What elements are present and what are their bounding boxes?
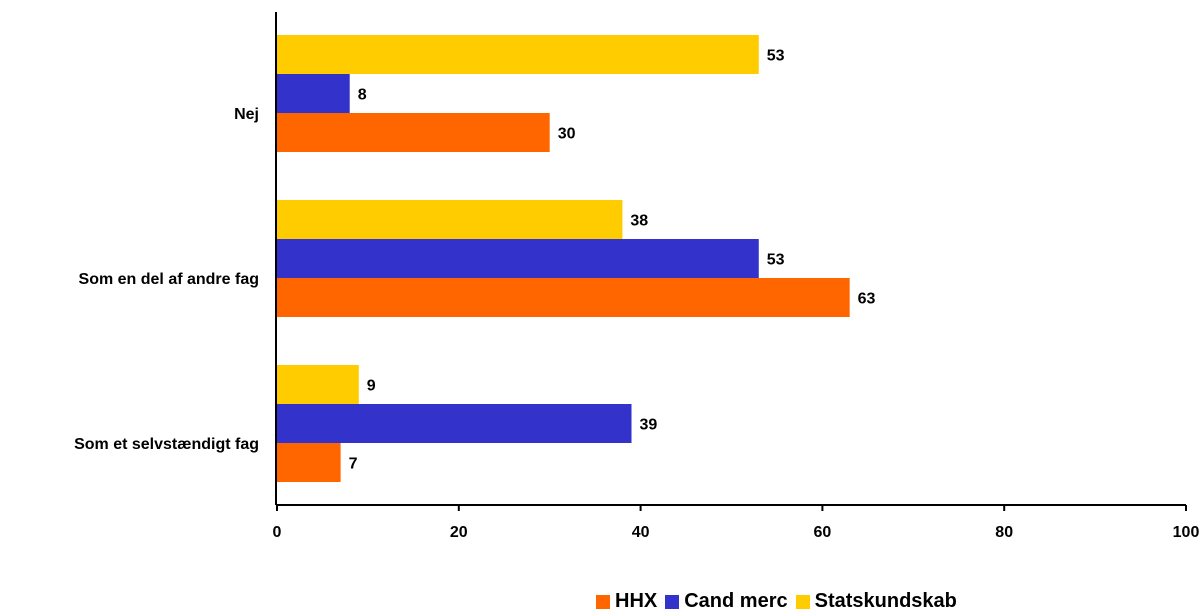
bar-hhx-som-en-del-af-andre-fag bbox=[277, 278, 850, 317]
bar-statskundskab-som-et-selvstændigt-fag bbox=[277, 365, 359, 404]
legend-item-hhx: HHX bbox=[596, 590, 657, 613]
bar-hhx-nej bbox=[277, 113, 550, 152]
value-label-hhx-som-en-del-af-andre-fag: 63 bbox=[858, 291, 876, 308]
x-tick-label-0: 0 bbox=[273, 524, 282, 541]
x-tick-label-100: 100 bbox=[1173, 524, 1200, 541]
category-label-som-et-selvstændigt-fag: Som et selvstændigt fag bbox=[74, 436, 259, 453]
value-labels-group: 53 8 30 38 53 63 9 39 7 bbox=[349, 48, 876, 473]
value-label-statskundskab-som-et-selvstændigt-fag: 9 bbox=[367, 378, 376, 395]
value-label-statskundskab-nej: 53 bbox=[767, 48, 785, 65]
legend-item-cand-merc: Cand merc bbox=[665, 590, 788, 613]
bar-statskundskab-som-en-del-af-andre-fag bbox=[277, 200, 623, 239]
x-tick-labels-group: 0 20 40 60 80 100 bbox=[273, 524, 1200, 541]
x-tick-label-60: 60 bbox=[814, 524, 832, 541]
value-label-cand-merc-som-et-selvstændigt-fag: 39 bbox=[640, 417, 658, 434]
bars-group bbox=[277, 35, 850, 482]
x-tick-label-40: 40 bbox=[632, 524, 650, 541]
bar-cand-merc-som-en-del-af-andre-fag bbox=[277, 239, 759, 278]
category-label-som-en-del-af-andre-fag: Som en del af andre fag bbox=[79, 271, 259, 288]
bar-cand-merc-som-et-selvstændigt-fag bbox=[277, 404, 632, 443]
value-label-cand-merc-nej: 8 bbox=[358, 87, 367, 104]
bar-hhx-som-et-selvstændigt-fag bbox=[277, 443, 341, 482]
category-labels-group: Nej Som en del af andre fag Som et selvstæ… bbox=[74, 106, 259, 453]
legend-label-cand-merc: Cand merc bbox=[684, 590, 788, 612]
legend-swatch-cand-merc bbox=[665, 594, 680, 609]
x-tick-label-20: 20 bbox=[450, 524, 468, 541]
value-label-statskundskab-som-en-del-af-andre-fag: 38 bbox=[630, 213, 648, 230]
category-label-nej: Nej bbox=[234, 106, 259, 123]
legend-label-statskundskab: Statskundskab bbox=[814, 590, 957, 612]
bar-statskundskab-nej bbox=[277, 35, 759, 74]
bar-cand-merc-nej bbox=[277, 74, 350, 113]
x-tick-label-80: 80 bbox=[995, 524, 1013, 541]
value-label-hhx-som-et-selvstændigt-fag: 7 bbox=[349, 456, 358, 473]
value-label-cand-merc-som-en-del-af-andre-fag: 53 bbox=[767, 252, 785, 269]
x-tick-marks-group bbox=[276, 505, 1187, 511]
legend: HHX Cand merc Statskundskab bbox=[596, 590, 965, 613]
legend-item-statskundskab: Statskundskab bbox=[795, 590, 957, 613]
value-label-hhx-nej: 30 bbox=[558, 126, 576, 143]
legend-label-hhx: HHX bbox=[615, 590, 658, 612]
legend-swatch-statskundskab bbox=[795, 594, 810, 609]
legend-swatch-hhx bbox=[596, 594, 610, 609]
